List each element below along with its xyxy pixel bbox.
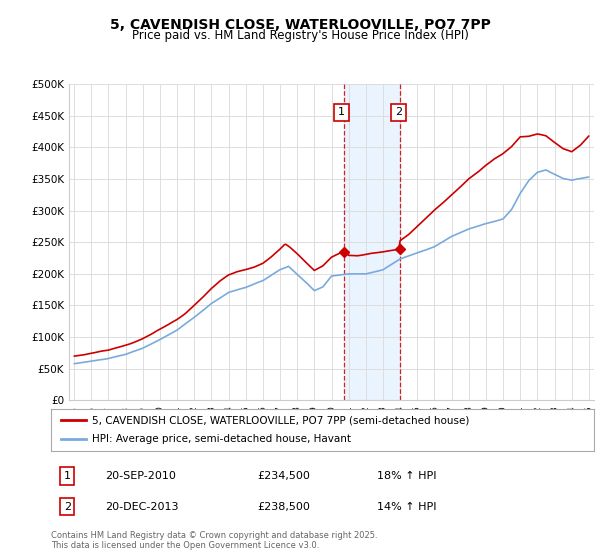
Text: 20-DEC-2013: 20-DEC-2013	[106, 502, 179, 512]
Text: 1: 1	[64, 471, 71, 481]
Text: Contains HM Land Registry data © Crown copyright and database right 2025.
This d: Contains HM Land Registry data © Crown c…	[51, 531, 377, 550]
Text: HPI: Average price, semi-detached house, Havant: HPI: Average price, semi-detached house,…	[92, 435, 351, 445]
Text: 1: 1	[338, 108, 345, 118]
Text: 2: 2	[64, 502, 71, 512]
Text: £234,500: £234,500	[257, 471, 310, 481]
Text: 5, CAVENDISH CLOSE, WATERLOOVILLE, PO7 7PP: 5, CAVENDISH CLOSE, WATERLOOVILLE, PO7 7…	[110, 18, 490, 32]
Text: Price paid vs. HM Land Registry's House Price Index (HPI): Price paid vs. HM Land Registry's House …	[131, 29, 469, 42]
Text: £238,500: £238,500	[257, 502, 310, 512]
Text: 18% ↑ HPI: 18% ↑ HPI	[377, 471, 436, 481]
Text: 20-SEP-2010: 20-SEP-2010	[106, 471, 176, 481]
Text: 2: 2	[395, 108, 402, 118]
Text: 14% ↑ HPI: 14% ↑ HPI	[377, 502, 436, 512]
Bar	[344, 84, 400, 400]
Text: 5, CAVENDISH CLOSE, WATERLOOVILLE, PO7 7PP (semi-detached house): 5, CAVENDISH CLOSE, WATERLOOVILLE, PO7 7…	[92, 415, 469, 425]
